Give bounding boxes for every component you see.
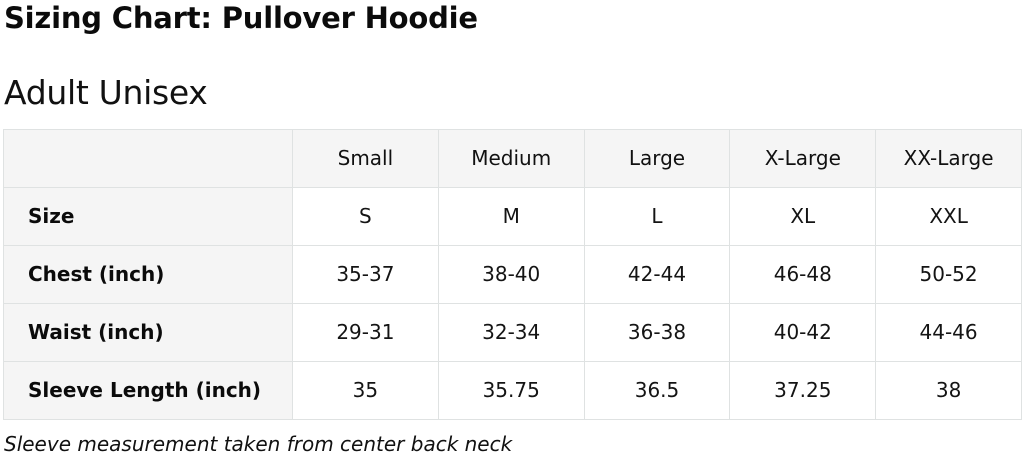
- table-row: Chest (inch) 35-37 38-40 42-44 46-48 50-…: [3, 245, 1022, 304]
- cell-waist-xx-large: 44-46: [875, 303, 1022, 362]
- cell-waist-x-large: 40-42: [729, 303, 877, 362]
- cell-chest-large: 42-44: [583, 245, 731, 304]
- table-corner-cell: [3, 129, 293, 188]
- table-header-row: Small Medium Large X-Large XX-Large: [3, 129, 1022, 188]
- cell-chest-medium: 38-40: [437, 245, 585, 304]
- cell-waist-medium: 32-34: [437, 303, 585, 362]
- cell-waist-small: 29-31: [292, 303, 439, 362]
- cell-chest-x-large: 46-48: [729, 245, 877, 304]
- table-row: Waist (inch) 29-31 32-34 36-38 40-42 44-…: [3, 303, 1022, 362]
- cell-size-small: S: [292, 187, 439, 246]
- column-header-large: Large: [583, 129, 731, 188]
- cell-size-xx-large: XXL: [875, 187, 1022, 246]
- cell-sleeve-x-large: 37.25: [729, 361, 877, 420]
- page-title: Sizing Chart: Pullover Hoodie: [4, 1, 478, 35]
- column-header-xx-large: XX-Large: [875, 129, 1022, 188]
- cell-size-medium: M: [437, 187, 585, 246]
- table-row: Sleeve Length (inch) 35 35.75 36.5 37.25…: [3, 361, 1022, 420]
- table-header: Small Medium Large X-Large XX-Large: [3, 129, 1022, 188]
- column-header-x-large: X-Large: [729, 129, 877, 188]
- cell-sleeve-medium: 35.75: [437, 361, 585, 420]
- table-body: Size S M L XL XXL Chest (inch) 35-37 38-…: [3, 187, 1022, 420]
- row-label-waist: Waist (inch): [3, 303, 293, 362]
- row-label-chest: Chest (inch): [3, 245, 293, 304]
- column-header-medium: Medium: [437, 129, 585, 188]
- cell-sleeve-xx-large: 38: [875, 361, 1022, 420]
- cell-waist-large: 36-38: [583, 303, 731, 362]
- cell-size-large: L: [583, 187, 731, 246]
- table-row: Size S M L XL XXL: [3, 187, 1022, 246]
- page-subtitle: Adult Unisex: [4, 73, 208, 112]
- sizing-table: Small Medium Large X-Large XX-Large Size…: [3, 129, 1022, 420]
- row-label-sleeve-length: Sleeve Length (inch): [3, 361, 293, 420]
- cell-chest-small: 35-37: [292, 245, 439, 304]
- footnote-text: Sleeve measurement taken from center bac…: [4, 432, 513, 456]
- cell-sleeve-large: 36.5: [583, 361, 731, 420]
- column-header-small: Small: [292, 129, 439, 188]
- row-label-size: Size: [3, 187, 293, 246]
- cell-chest-xx-large: 50-52: [875, 245, 1022, 304]
- cell-sleeve-small: 35: [292, 361, 439, 420]
- cell-size-x-large: XL: [729, 187, 877, 246]
